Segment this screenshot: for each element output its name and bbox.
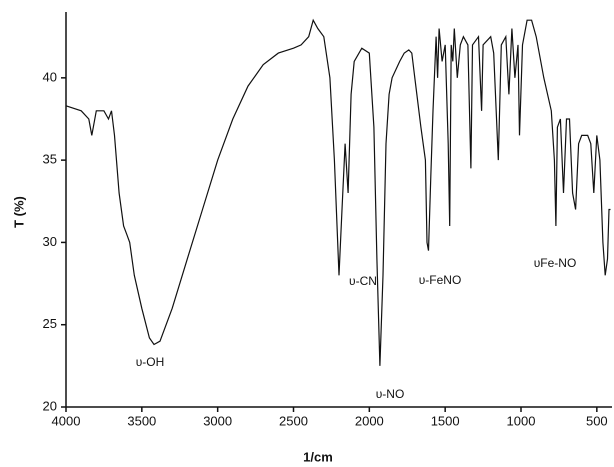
annotation: υ-CN (349, 274, 377, 288)
y-tick-label: 30 (43, 234, 57, 249)
x-tick-label: 1000 (507, 413, 536, 428)
x-tick-label: 500 (586, 413, 608, 428)
y-tick-label: 40 (43, 69, 57, 84)
x-tick-label: 3500 (127, 413, 156, 428)
x-axis-label: 1/cm (303, 449, 333, 464)
annotation: υFe-NO (534, 256, 577, 270)
y-axis-label: T (%) (11, 196, 26, 228)
x-tick-label: 2000 (355, 413, 384, 428)
x-tick-label: 1500 (431, 413, 460, 428)
annotation: υ-NO (376, 387, 405, 401)
annotation: υ-OH (136, 355, 165, 369)
x-tick-label: 4000 (52, 413, 81, 428)
annotation: υ-FeNO (419, 273, 462, 287)
y-tick-label: 35 (43, 152, 57, 167)
spectrum-line (65, 18, 611, 366)
y-tick-label: 20 (43, 398, 57, 413)
x-tick-label: 2500 (279, 413, 308, 428)
x-tick-label: 3000 (203, 413, 232, 428)
y-tick-label: 25 (43, 316, 57, 331)
